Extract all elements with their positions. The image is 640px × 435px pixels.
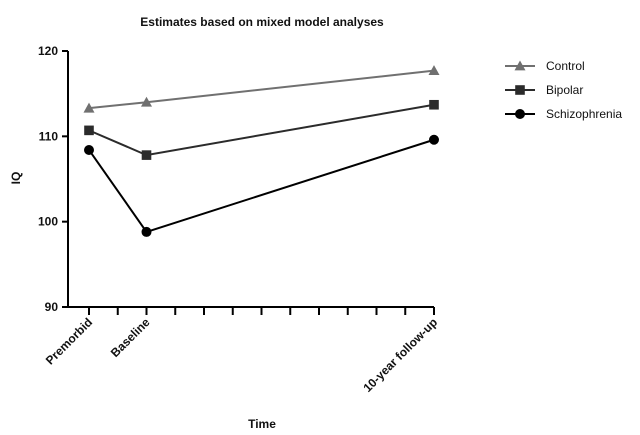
y-tick-label: 120	[38, 44, 58, 58]
data-point	[84, 144, 94, 155]
legend-item-schizophrenia: Schizophrenia	[505, 107, 622, 121]
data-point	[141, 96, 152, 107]
x-axis-label: Time	[248, 417, 276, 431]
series-control	[83, 65, 440, 113]
x-tick-label: 10-year follow-up	[360, 315, 440, 395]
series-layer	[83, 65, 440, 237]
data-point	[141, 226, 152, 237]
legend-marker	[515, 109, 525, 119]
series-schizophrenia	[84, 134, 439, 237]
legend-item-bipolar: Bipolar	[505, 83, 583, 97]
data-point	[428, 65, 440, 76]
x-tick-label: Premorbid	[43, 315, 95, 367]
y-tick-label: 100	[38, 215, 58, 229]
x-tick-label: Baseline	[108, 315, 153, 360]
series-line	[88, 69, 435, 110]
legend-label: Schizophrenia	[546, 107, 622, 121]
legend: Control Bipolar Schizophrenia	[505, 59, 622, 121]
axes: 90 100 110 120 Premorbid Baseline 10-year foll…	[38, 44, 440, 395]
legend-label: Control	[546, 59, 585, 73]
legend-marker	[514, 60, 526, 71]
legend-item-control: Control	[505, 59, 585, 73]
y-axis-label: IQ	[9, 172, 23, 185]
y-tick-label: 90	[45, 300, 59, 314]
data-point	[141, 150, 152, 160]
data-point	[429, 134, 439, 145]
data-point	[84, 125, 94, 136]
chart-title: Estimates based on mixed model analyses	[140, 15, 384, 29]
data-point	[429, 99, 439, 110]
series-bipolar	[84, 99, 439, 160]
series-line	[88, 103, 435, 157]
data-point	[83, 102, 95, 113]
legend-label: Bipolar	[546, 83, 583, 97]
legend-marker	[515, 85, 525, 95]
y-tick-label: 110	[39, 129, 59, 143]
